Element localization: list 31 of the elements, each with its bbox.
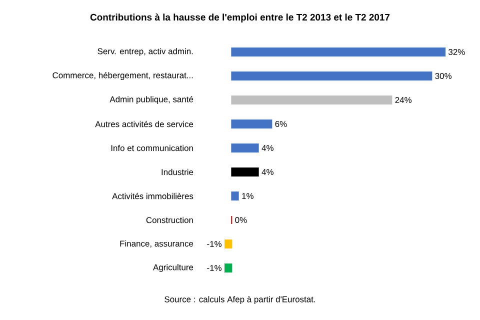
bar <box>224 240 232 248</box>
y-tick-label: Activités immobilières <box>112 192 194 200</box>
y-tick-label: Admin publique, santé <box>110 96 194 104</box>
bar <box>231 167 259 176</box>
data-label: 0% <box>235 217 247 223</box>
y-tick-label: Commerce, hébergement, restaurat... <box>52 72 193 80</box>
bar <box>231 192 239 200</box>
bar <box>231 95 392 104</box>
data-label: 4% <box>262 169 274 175</box>
data-label: -1% <box>207 265 222 271</box>
data-label: 30% <box>435 73 452 79</box>
bar <box>231 143 259 152</box>
data-label: 6% <box>275 121 287 127</box>
data-label: 24% <box>395 97 412 103</box>
y-tick-label: Industrie <box>162 168 194 176</box>
y-tick-label: Agriculture <box>153 264 194 272</box>
source-note: Source : calculs Afep à partir d'Eurostat. <box>164 296 316 304</box>
bar <box>231 71 432 80</box>
data-label: 32% <box>448 49 465 55</box>
bar <box>231 119 272 128</box>
bar <box>231 47 446 56</box>
data-label: 1% <box>242 193 254 199</box>
chart-title: Contributions à la hausse de l'emploi entre le T2 2013 et le T2 2017 <box>90 14 390 22</box>
y-tick-label: Construction <box>146 216 193 224</box>
bar <box>224 264 232 272</box>
y-tick-label: Finance, assurance <box>120 240 194 248</box>
data-label: -1% <box>207 241 222 247</box>
y-tick-label: Serv. entrep, activ admin. <box>98 48 193 56</box>
y-tick-label: Info et communication <box>111 144 193 152</box>
data-label: 4% <box>262 145 274 151</box>
y-tick-label: Autres activités de service <box>95 120 194 128</box>
